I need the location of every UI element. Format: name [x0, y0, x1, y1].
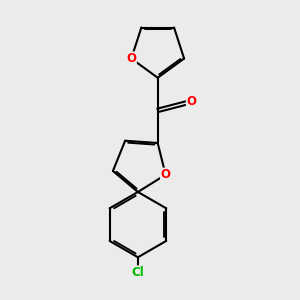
Text: O: O [126, 52, 136, 65]
Text: O: O [160, 168, 171, 181]
Text: O: O [186, 95, 197, 108]
Text: Cl: Cl [131, 266, 144, 279]
